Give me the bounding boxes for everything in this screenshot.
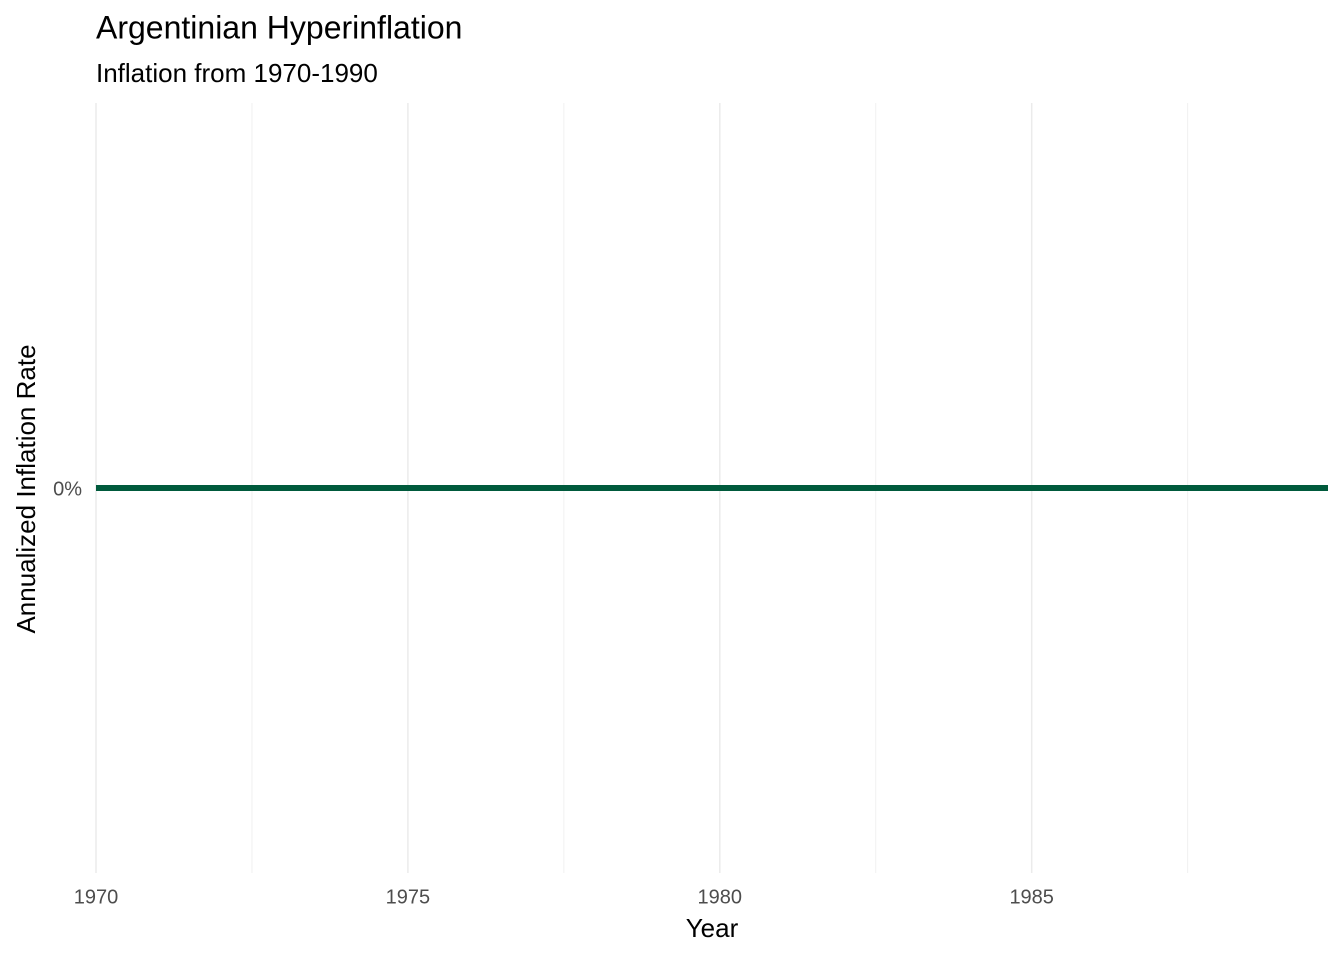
x-tick-label: 1970 xyxy=(74,886,119,908)
x-tick-label: 1975 xyxy=(386,886,431,908)
y-tick-label: 0% xyxy=(53,478,82,500)
chart-subtitle: Inflation from 1970-1990 xyxy=(96,58,378,88)
y-axis-title: Annualized Inflation Rate xyxy=(11,344,41,633)
x-axis-title: Year xyxy=(686,913,739,943)
x-tick-label: 1985 xyxy=(1009,886,1054,908)
chart-title: Argentinian Hyperinflation xyxy=(96,9,462,45)
x-tick-label: 1980 xyxy=(698,886,743,908)
